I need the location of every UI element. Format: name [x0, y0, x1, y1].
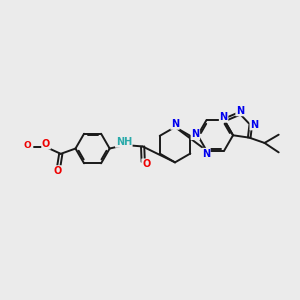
Text: NH: NH [116, 137, 132, 147]
Text: N: N [250, 120, 258, 130]
Text: O: O [53, 166, 61, 176]
Text: N: N [171, 119, 179, 129]
Text: O: O [142, 159, 150, 169]
Text: O: O [42, 139, 50, 149]
Text: N: N [202, 148, 210, 158]
Text: N: N [220, 112, 228, 122]
Text: N: N [236, 106, 244, 116]
Text: O: O [24, 141, 32, 150]
Text: N: N [191, 129, 200, 140]
